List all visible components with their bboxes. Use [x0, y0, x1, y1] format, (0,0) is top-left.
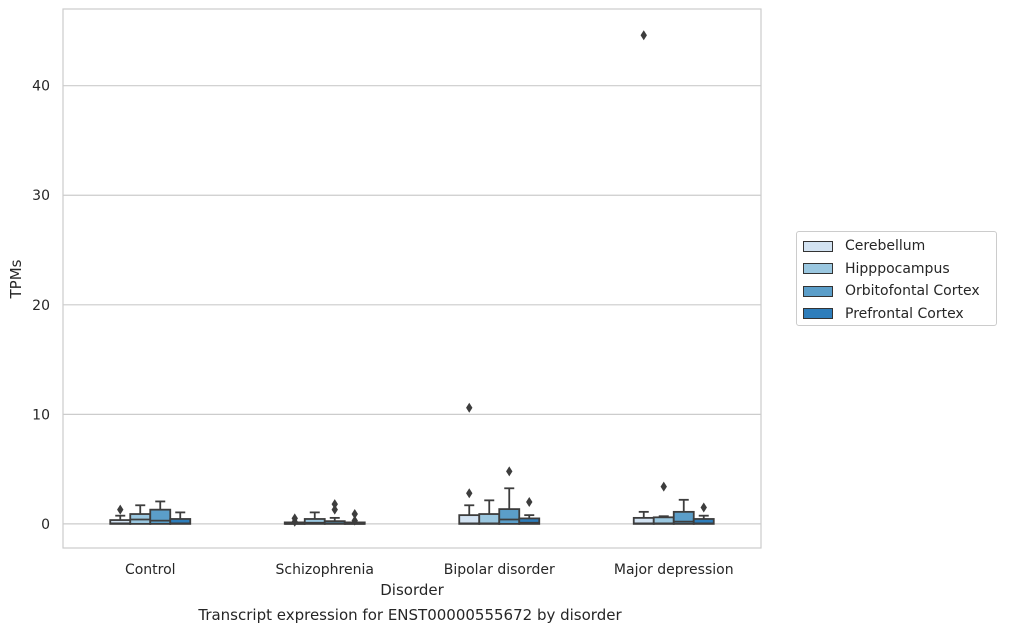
box-orbitofontal-cortex: [149, 500, 172, 525]
outlier-point: [700, 502, 707, 513]
box-prefrontal-cortex: [343, 509, 366, 526]
legend-label: Hipppocampus: [845, 260, 950, 277]
x-tick-label: Bipolar disorder: [444, 562, 555, 578]
box-hipppocampus: [303, 511, 326, 525]
legend: Cerebellum Hipppocampus Orbitofontal Corte…: [796, 231, 997, 326]
x-axis-label: Disorder: [380, 581, 444, 599]
box-orbitofontal-cortex: [498, 466, 521, 525]
box-hipppocampus: [652, 481, 675, 525]
outlier-point: [466, 488, 473, 499]
y-tick-label: 40: [32, 79, 50, 95]
legend-label: Orbitofontal Cortex: [845, 283, 980, 299]
box-cerebellum: [458, 402, 481, 525]
grid-lines: [63, 85, 761, 525]
y-axis-label: TPMs: [7, 259, 25, 299]
outlier-point: [526, 496, 533, 507]
outlier-point: [331, 499, 338, 510]
outlier-point: [660, 481, 667, 492]
box-hipppocampus: [129, 504, 152, 525]
legend-swatch: [803, 263, 833, 274]
outlier-point: [351, 515, 358, 526]
legend-item: Cerebellum: [803, 238, 925, 254]
box-hipppocampus: [478, 499, 501, 525]
legend-swatch: [803, 240, 833, 252]
x-tick-label: Major depression: [614, 562, 734, 578]
legend-item: Orbitofontal Cortex: [803, 283, 980, 299]
outlier-point: [506, 466, 513, 477]
box-cerebellum: [283, 513, 306, 527]
x-tick-labels: Control Schizophrenia Bipolar disorder Majo…: [125, 562, 734, 578]
box-cerebellum: [109, 504, 132, 525]
figure-caption: Transcript expression for ENST0000055567…: [198, 606, 622, 624]
box-plot-marks: [109, 30, 715, 527]
legend-label: Cerebellum: [845, 238, 926, 254]
plot-frame: [62, 8, 762, 549]
x-tick-label: Schizophrenia: [276, 562, 374, 578]
box-orbitofontal-cortex: [672, 498, 695, 525]
outlier-point: [351, 509, 358, 520]
box-prefrontal-cortex: [518, 496, 541, 525]
y-tick-labels: 0 10 20 30 40: [32, 79, 50, 533]
legend-item: Hipppocampus: [803, 261, 950, 277]
legend-swatch: [803, 308, 833, 319]
y-tick-label: 10: [32, 407, 50, 423]
legend-swatch: [803, 285, 833, 297]
box-body: [518, 517, 541, 525]
box-body: [149, 508, 172, 525]
outlier-point: [117, 504, 124, 515]
box-prefrontal-cortex: [169, 511, 192, 525]
box-body: [498, 508, 521, 525]
box-cerebellum: [632, 30, 655, 525]
box-orbitofontal-cortex: [323, 499, 346, 525]
outlier-point: [331, 504, 338, 515]
box-prefrontal-cortex: [692, 502, 715, 525]
outlier-point: [640, 30, 647, 41]
y-tick-label: 0: [41, 517, 50, 533]
x-tick-label: Control: [125, 562, 176, 578]
box-body: [478, 513, 501, 525]
legend-item: Prefrontal Cortex: [803, 306, 964, 322]
y-tick-label: 30: [32, 188, 50, 204]
y-tick-label: 20: [32, 298, 50, 314]
legend-label: Prefrontal Cortex: [845, 305, 964, 322]
outlier-point: [291, 513, 298, 524]
box-plot-chart: 0 10 20 30 40 Control Schizophrenia Bipolar di…: [7, 8, 762, 599]
outlier-point: [466, 402, 473, 413]
